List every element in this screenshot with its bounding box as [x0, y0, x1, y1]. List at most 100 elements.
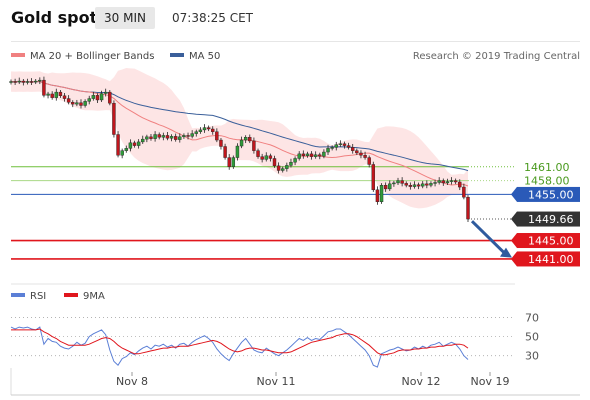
legend-ma9: 9MA [64, 291, 105, 302]
level-box-1445.00 [517, 233, 580, 249]
legend-ma50: MA 50 [170, 51, 220, 62]
level-box-tip-1441.00 [511, 251, 517, 267]
candle-body [351, 147, 355, 151]
header-bar: Gold spot 30 MIN 07:38:25 CET [0, 0, 590, 38]
candle-body [79, 102, 83, 106]
candle-body [95, 95, 100, 101]
candle-body [54, 91, 58, 98]
x-tick-label: Nov 19 [471, 375, 510, 388]
candle-body [223, 146, 227, 158]
candle-body [346, 145, 351, 148]
rsi-tick-label: 30 [525, 350, 539, 363]
candle-body [412, 184, 417, 187]
chart-title: Gold spot [11, 8, 98, 27]
candle-body [46, 93, 50, 96]
candle-body [83, 101, 87, 106]
candle-body [293, 158, 297, 163]
candle-body [276, 165, 281, 171]
candle-body [305, 153, 310, 156]
candle-body [91, 95, 96, 99]
candle-body [75, 102, 79, 105]
level-label-1445.00: 1445.00 [528, 235, 574, 248]
candle-body [231, 157, 236, 167]
candle-body [141, 138, 145, 143]
candle-body [116, 134, 120, 156]
candle-body [165, 135, 170, 139]
candle-body [383, 185, 388, 190]
candle-body [462, 186, 466, 198]
candle-body [437, 180, 441, 183]
candle-body [206, 127, 211, 130]
candle-body [190, 133, 194, 137]
candle-body [330, 147, 334, 149]
candle-body [194, 131, 198, 134]
candle-body [453, 180, 458, 183]
credit-text: Research © 2019 Trading Central [412, 51, 580, 62]
level-box-1441.00 [517, 251, 580, 267]
candle-body [243, 137, 248, 141]
candle-body [227, 157, 231, 167]
candle-body [429, 183, 433, 186]
rsi-line [10, 326, 469, 368]
x-tick-label: Nov 8 [116, 375, 148, 388]
candle-body [71, 102, 75, 105]
candle-body [441, 180, 445, 184]
candle-body [322, 151, 326, 157]
candle-body [392, 182, 396, 185]
candle-body [29, 81, 34, 83]
candle-body [388, 183, 392, 190]
candle-body [50, 93, 54, 98]
candle-body [256, 150, 260, 157]
candle-body [34, 80, 38, 83]
candle-body [416, 184, 421, 187]
candle-body [198, 129, 203, 132]
level-box-tip-1449.66 [511, 211, 517, 227]
candle-body [128, 142, 133, 149]
x-tick-label: Nov 12 [402, 375, 441, 388]
candle-body [248, 137, 252, 142]
candle-body [379, 185, 384, 203]
candle-body [21, 80, 26, 83]
candle-body [355, 150, 359, 154]
rsi-tick-label: 70 [525, 312, 539, 325]
rsi-swatch [11, 293, 25, 297]
ma9-line [11, 328, 469, 356]
candle-body [215, 131, 219, 141]
timestamp: 07:38:25 CET [172, 11, 253, 25]
candle-body [13, 81, 17, 83]
candle-body [25, 81, 30, 83]
candle-body [178, 136, 182, 140]
rsi-tick-label: 50 [525, 331, 539, 344]
level-box-1449.66 [517, 211, 580, 227]
forecast-arrowhead [500, 247, 512, 258]
candle-body [404, 183, 408, 186]
candle-body [309, 153, 314, 157]
level-label-1449.66: 1449.66 [528, 213, 574, 226]
header-divider [11, 41, 580, 42]
candle-body [211, 128, 215, 132]
candle-body [252, 140, 256, 151]
candle-body [38, 79, 42, 82]
candle-body [161, 135, 166, 138]
candle-body [334, 144, 338, 148]
candle-body [289, 161, 293, 166]
candle-body [108, 91, 112, 104]
candle-body [66, 98, 71, 103]
candle-body [9, 81, 13, 83]
candle-body [169, 136, 174, 139]
ma50-swatch [170, 53, 184, 57]
timeframe-button[interactable]: 30 MIN [95, 7, 155, 29]
candle-body [186, 135, 190, 137]
candle-body [371, 164, 376, 191]
candle-body [449, 180, 454, 182]
candle-body [421, 183, 425, 187]
legend-rsi: RSI [11, 291, 46, 302]
level-box-tip-1455.00 [511, 186, 517, 202]
level-label-1461.00: 1461.00 [524, 161, 570, 174]
legend-ma20-label: MA 20 + Bollinger Bands [30, 51, 155, 62]
candle-body [285, 165, 289, 169]
candle-body [297, 153, 301, 159]
candle-body [458, 181, 462, 188]
candle-body [318, 154, 322, 157]
